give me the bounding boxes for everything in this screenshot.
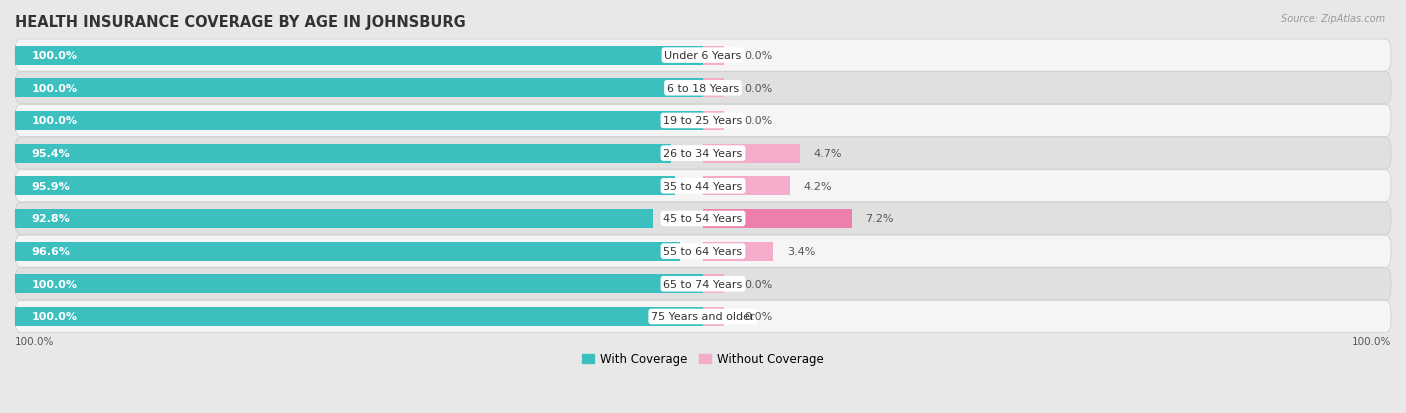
Bar [15,177,675,196]
Text: 35 to 44 Years: 35 to 44 Years [664,181,742,191]
Text: 0.0%: 0.0% [744,312,772,322]
Text: 0.0%: 0.0% [744,51,772,61]
Text: 100.0%: 100.0% [15,336,55,346]
Bar [15,275,703,294]
Bar [703,242,773,261]
Bar [15,209,654,228]
FancyBboxPatch shape [15,301,1391,332]
Text: 0.0%: 0.0% [744,116,772,126]
Bar [15,242,679,261]
Text: 4.2%: 4.2% [803,181,832,191]
Text: 3.4%: 3.4% [787,247,815,256]
Text: 95.4%: 95.4% [31,149,70,159]
Bar [703,144,800,163]
Text: 75 Years and older: 75 Years and older [651,312,755,322]
Text: 100.0%: 100.0% [31,83,77,93]
Text: 45 to 54 Years: 45 to 54 Years [664,214,742,224]
Text: Source: ZipAtlas.com: Source: ZipAtlas.com [1281,14,1385,24]
Text: 0.0%: 0.0% [744,83,772,93]
Text: 65 to 74 Years: 65 to 74 Years [664,279,742,289]
Text: 100.0%: 100.0% [31,279,77,289]
Text: 7.2%: 7.2% [865,214,894,224]
Text: 55 to 64 Years: 55 to 64 Years [664,247,742,256]
Bar [703,307,724,326]
Text: 95.9%: 95.9% [31,181,70,191]
Text: 100.0%: 100.0% [31,116,77,126]
Bar [15,112,703,131]
Bar [703,275,724,294]
FancyBboxPatch shape [15,40,1391,72]
Bar [703,209,852,228]
Text: 100.0%: 100.0% [31,51,77,61]
Text: HEALTH INSURANCE COVERAGE BY AGE IN JOHNSBURG: HEALTH INSURANCE COVERAGE BY AGE IN JOHN… [15,15,465,30]
FancyBboxPatch shape [15,268,1391,300]
Text: 19 to 25 Years: 19 to 25 Years [664,116,742,126]
Text: 0.0%: 0.0% [744,279,772,289]
Text: 26 to 34 Years: 26 to 34 Years [664,149,742,159]
Text: Under 6 Years: Under 6 Years [665,51,741,61]
Legend: With Coverage, Without Coverage: With Coverage, Without Coverage [578,348,828,370]
Bar [703,112,724,131]
Text: 6 to 18 Years: 6 to 18 Years [666,83,740,93]
Bar [703,47,724,65]
FancyBboxPatch shape [15,138,1391,170]
Text: 100.0%: 100.0% [1351,336,1391,346]
Bar [15,144,671,163]
FancyBboxPatch shape [15,203,1391,235]
Bar [15,307,703,326]
Text: 4.7%: 4.7% [814,149,842,159]
Text: 96.6%: 96.6% [31,247,70,256]
Text: 100.0%: 100.0% [31,312,77,322]
FancyBboxPatch shape [15,73,1391,104]
Text: 92.8%: 92.8% [31,214,70,224]
FancyBboxPatch shape [15,170,1391,202]
FancyBboxPatch shape [15,105,1391,137]
Bar [703,79,724,98]
FancyBboxPatch shape [15,235,1391,268]
Bar [703,177,790,196]
Bar [15,47,703,65]
Bar [15,79,703,98]
